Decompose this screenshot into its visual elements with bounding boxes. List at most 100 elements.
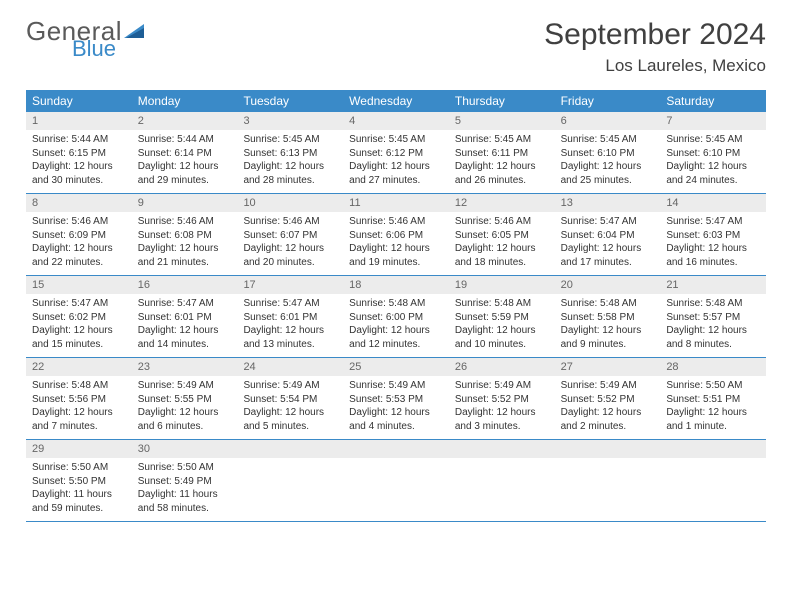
day-number: 17: [237, 276, 343, 294]
day-body: Sunrise: 5:50 AMSunset: 5:51 PMDaylight:…: [660, 376, 766, 433]
sunrise-line: Sunrise: 5:46 AM: [455, 215, 549, 229]
sunrise-line: Sunrise: 5:46 AM: [349, 215, 443, 229]
day-cell: 29Sunrise: 5:50 AMSunset: 5:50 PMDayligh…: [26, 440, 132, 521]
day-number: 19: [449, 276, 555, 294]
week-row: 22Sunrise: 5:48 AMSunset: 5:56 PMDayligh…: [26, 358, 766, 440]
day-body: Sunrise: 5:49 AMSunset: 5:54 PMDaylight:…: [237, 376, 343, 433]
sunset-line: Sunset: 6:03 PM: [666, 229, 760, 243]
daylight-line: Daylight: 12 hours and 9 minutes.: [561, 324, 655, 351]
day-number: 11: [343, 194, 449, 212]
sunset-line: Sunset: 6:09 PM: [32, 229, 126, 243]
sunrise-line: Sunrise: 5:48 AM: [455, 297, 549, 311]
weeks-container: 1Sunrise: 5:44 AMSunset: 6:15 PMDaylight…: [26, 112, 766, 522]
sunrise-line: Sunrise: 5:47 AM: [32, 297, 126, 311]
weekday-header: Saturday: [660, 90, 766, 112]
day-cell: 6Sunrise: 5:45 AMSunset: 6:10 PMDaylight…: [555, 112, 661, 193]
brand-word-2: Blue: [72, 38, 148, 60]
sunrise-line: Sunrise: 5:45 AM: [243, 133, 337, 147]
day-body: Sunrise: 5:47 AMSunset: 6:03 PMDaylight:…: [660, 212, 766, 269]
day-cell: 11Sunrise: 5:46 AMSunset: 6:06 PMDayligh…: [343, 194, 449, 275]
daylight-line: Daylight: 12 hours and 22 minutes.: [32, 242, 126, 269]
day-number: 22: [26, 358, 132, 376]
sunset-line: Sunset: 5:58 PM: [561, 311, 655, 325]
daylight-line: Daylight: 12 hours and 12 minutes.: [349, 324, 443, 351]
day-number: [237, 440, 343, 458]
day-cell: 23Sunrise: 5:49 AMSunset: 5:55 PMDayligh…: [132, 358, 238, 439]
sunrise-line: Sunrise: 5:48 AM: [349, 297, 443, 311]
sunset-line: Sunset: 5:51 PM: [666, 393, 760, 407]
day-cell: 30Sunrise: 5:50 AMSunset: 5:49 PMDayligh…: [132, 440, 238, 521]
day-number: 26: [449, 358, 555, 376]
day-body: Sunrise: 5:45 AMSunset: 6:10 PMDaylight:…: [660, 130, 766, 187]
sunrise-line: Sunrise: 5:45 AM: [666, 133, 760, 147]
weekday-header: Monday: [132, 90, 238, 112]
sunrise-line: Sunrise: 5:46 AM: [138, 215, 232, 229]
day-cell: 18 Sunrise: 5:48 AMSunset: 6:00 PMDayligh…: [343, 276, 449, 357]
sunset-line: Sunset: 5:54 PM: [243, 393, 337, 407]
day-cell: 25Sunrise: 5:49 AMSunset: 5:53 PMDayligh…: [343, 358, 449, 439]
daylight-line: Daylight: 12 hours and 7 minutes.: [32, 406, 126, 433]
day-body: Sunrise: 5:44 AMSunset: 6:15 PMDaylight:…: [26, 130, 132, 187]
daylight-line: Daylight: 12 hours and 29 minutes.: [138, 160, 232, 187]
sunset-line: Sunset: 5:55 PM: [138, 393, 232, 407]
daylight-line: Daylight: 12 hours and 28 minutes.: [243, 160, 337, 187]
sunset-line: Sunset: 6:01 PM: [138, 311, 232, 325]
sunrise-line: Sunrise: 5:48 AM: [32, 379, 126, 393]
weekday-header: Tuesday: [237, 90, 343, 112]
day-number: 14: [660, 194, 766, 212]
day-cell: 5Sunrise: 5:45 AMSunset: 6:11 PMDaylight…: [449, 112, 555, 193]
daylight-line: Daylight: 12 hours and 13 minutes.: [243, 324, 337, 351]
day-number: 27: [555, 358, 661, 376]
sunset-line: Sunset: 5:59 PM: [455, 311, 549, 325]
day-cell: 10Sunrise: 5:46 AMSunset: 6:07 PMDayligh…: [237, 194, 343, 275]
week-row: 1Sunrise: 5:44 AMSunset: 6:15 PMDaylight…: [26, 112, 766, 194]
day-number: 20: [555, 276, 661, 294]
day-body: Sunrise: 5:49 AMSunset: 5:52 PMDaylight:…: [555, 376, 661, 433]
day-number: 16: [132, 276, 238, 294]
day-body: Sunrise: 5:47 AMSunset: 6:04 PMDaylight:…: [555, 212, 661, 269]
day-cell: 24Sunrise: 5:49 AMSunset: 5:54 PMDayligh…: [237, 358, 343, 439]
day-body: Sunrise: 5:49 AMSunset: 5:55 PMDaylight:…: [132, 376, 238, 433]
day-cell: 14Sunrise: 5:47 AMSunset: 6:03 PMDayligh…: [660, 194, 766, 275]
sunset-line: Sunset: 6:00 PM: [349, 311, 443, 325]
day-cell: 2Sunrise: 5:44 AMSunset: 6:14 PMDaylight…: [132, 112, 238, 193]
day-body: Sunrise: 5:47 AMSunset: 6:02 PMDaylight:…: [26, 294, 132, 351]
day-cell: 19Sunrise: 5:48 AMSunset: 5:59 PMDayligh…: [449, 276, 555, 357]
day-body: Sunrise: 5:45 AMSunset: 6:11 PMDaylight:…: [449, 130, 555, 187]
sunrise-line: Sunrise: 5:47 AM: [138, 297, 232, 311]
sunrise-line: Sunrise: 5:46 AM: [243, 215, 337, 229]
day-body: Sunrise: 5:44 AMSunset: 6:14 PMDaylight:…: [132, 130, 238, 187]
sunrise-line: Sunrise: 5:45 AM: [455, 133, 549, 147]
day-body: Sunrise: 5:46 AMSunset: 6:06 PMDaylight:…: [343, 212, 449, 269]
sunrise-line: Sunrise: 5:46 AM: [32, 215, 126, 229]
day-number: 18: [343, 276, 449, 294]
daylight-line: Daylight: 12 hours and 17 minutes.: [561, 242, 655, 269]
day-body: Sunrise: 5:47 AMSunset: 6:01 PMDaylight:…: [237, 294, 343, 351]
day-body: Sunrise: 5:46 AMSunset: 6:07 PMDaylight:…: [237, 212, 343, 269]
day-number: 5: [449, 112, 555, 130]
sunrise-line: Sunrise: 5:47 AM: [243, 297, 337, 311]
day-cell: 8Sunrise: 5:46 AMSunset: 6:09 PMDaylight…: [26, 194, 132, 275]
day-number: 30: [132, 440, 238, 458]
sunrise-line: Sunrise: 5:49 AM: [455, 379, 549, 393]
day-number: 21: [660, 276, 766, 294]
daylight-line: Daylight: 12 hours and 27 minutes.: [349, 160, 443, 187]
sunrise-line: Sunrise: 5:45 AM: [561, 133, 655, 147]
day-body: Sunrise: 5:46 AMSunset: 6:05 PMDaylight:…: [449, 212, 555, 269]
sunrise-line: Sunrise: 5:48 AM: [561, 297, 655, 311]
header: General Blue September 2024 Los Laureles…: [26, 18, 766, 76]
day-number: 29: [26, 440, 132, 458]
sunset-line: Sunset: 5:49 PM: [138, 475, 232, 489]
day-cell: 28Sunrise: 5:50 AMSunset: 5:51 PMDayligh…: [660, 358, 766, 439]
daylight-line: Daylight: 12 hours and 20 minutes.: [243, 242, 337, 269]
daylight-line: Daylight: 12 hours and 4 minutes.: [349, 406, 443, 433]
sunrise-line: Sunrise: 5:44 AM: [138, 133, 232, 147]
day-number: 6: [555, 112, 661, 130]
day-body: Sunrise: 5:48 AMSunset: 5:59 PMDaylight:…: [449, 294, 555, 351]
daylight-line: Daylight: 12 hours and 15 minutes.: [32, 324, 126, 351]
sunset-line: Sunset: 6:05 PM: [455, 229, 549, 243]
sunset-line: Sunset: 6:13 PM: [243, 147, 337, 161]
day-body: Sunrise: 5:45 AMSunset: 6:13 PMDaylight:…: [237, 130, 343, 187]
day-cell: 22Sunrise: 5:48 AMSunset: 5:56 PMDayligh…: [26, 358, 132, 439]
daylight-line: Daylight: 12 hours and 21 minutes.: [138, 242, 232, 269]
